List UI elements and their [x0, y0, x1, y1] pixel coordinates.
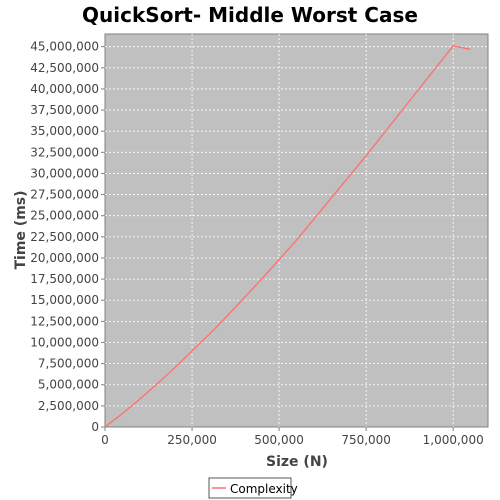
y-tick-label: 20,000,000 — [30, 251, 99, 265]
x-tick-label: 1,000,000 — [423, 433, 484, 447]
y-tick-label: 10,000,000 — [30, 335, 99, 349]
x-axis-ticks: 0 250,000 500,000 750,000 1,000,000 — [101, 427, 484, 447]
x-tick-label: 750,000 — [341, 433, 391, 447]
y-tick-label: 7,500,000 — [38, 357, 99, 371]
plot-area — [104, 33, 489, 428]
x-tick-label: 250,000 — [167, 433, 217, 447]
y-tick-label: 45,000,000 — [30, 40, 99, 54]
y-tick-label: 30,000,000 — [30, 166, 99, 180]
legend-box — [208, 477, 292, 499]
y-tick-label: 12,500,000 — [30, 314, 99, 328]
legend-label-complexity: Complexity — [230, 482, 298, 496]
x-tick-label: 500,000 — [254, 433, 304, 447]
x-axis-label: Size (N) — [266, 454, 328, 470]
y-tick-label: 5,000,000 — [38, 378, 99, 392]
y-axis-label: Time (ms) — [13, 190, 29, 269]
y-tick-label: 2,500,000 — [38, 399, 99, 413]
y-tick-label: 42,500,000 — [30, 61, 99, 75]
y-tick-label: 27,500,000 — [30, 188, 99, 202]
legend: Complexity — [208, 477, 298, 499]
y-tick-label: 17,500,000 — [30, 272, 99, 286]
grid-lines — [105, 34, 488, 427]
y-axis-ticks: 0 2,500,000 5,000,000 7,500,000 10,000,000 12… — [30, 40, 105, 434]
y-tick-label: 40,000,000 — [30, 82, 99, 96]
y-tick-label: 15,000,000 — [30, 293, 99, 307]
y-tick-label: 22,500,000 — [30, 230, 99, 244]
y-tick-label: 0 — [91, 420, 99, 434]
y-tick-label: 37,500,000 — [30, 103, 99, 117]
series-line-complexity — [104, 45, 471, 428]
series-group — [104, 45, 471, 428]
y-tick-label: 35,000,000 — [30, 124, 99, 138]
y-tick-label: 32,500,000 — [30, 145, 99, 159]
chart-title: QuickSort- Middle Worst Case — [82, 3, 418, 27]
y-tick-label: 25,000,000 — [30, 209, 99, 223]
x-tick-label: 0 — [101, 433, 109, 447]
